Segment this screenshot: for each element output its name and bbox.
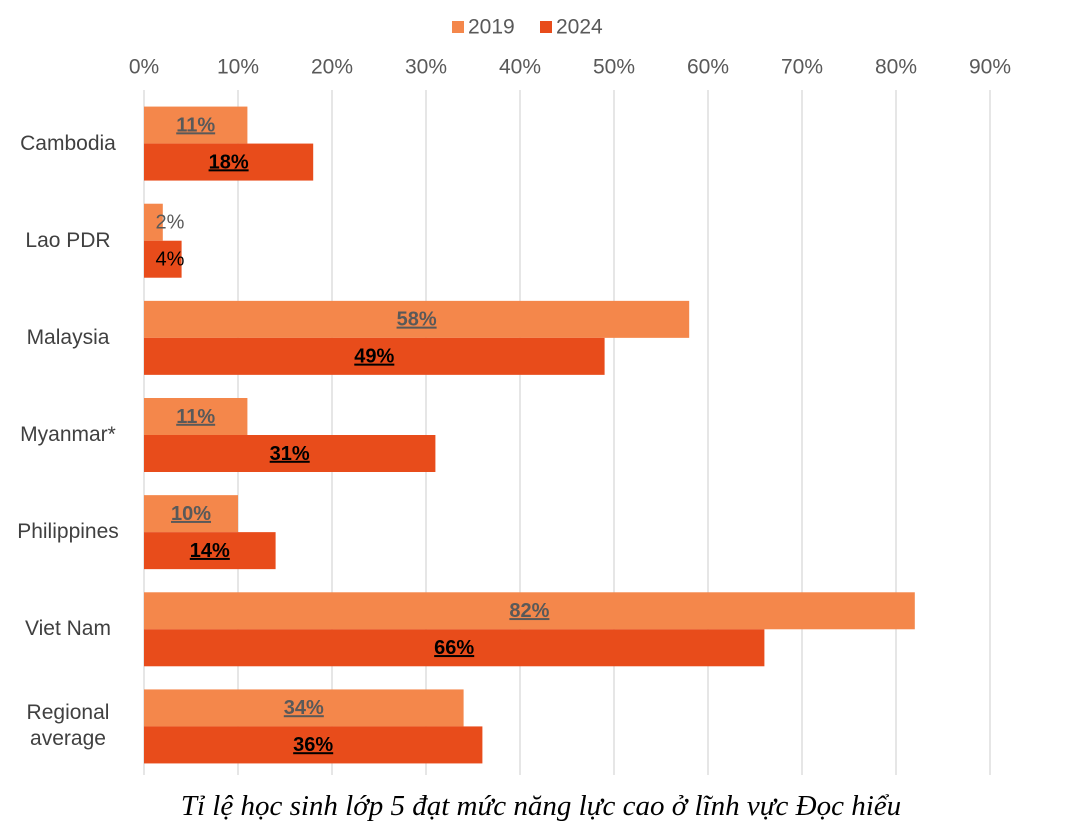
data-label: 11% xyxy=(176,114,215,136)
y-tick-label: Philippines xyxy=(17,520,119,544)
legend-swatch xyxy=(540,21,552,33)
bar xyxy=(144,689,464,727)
data-label: 14% xyxy=(190,540,230,562)
y-tick-label: Viet Nam xyxy=(25,617,111,641)
data-label: 36% xyxy=(293,734,333,756)
data-label: 10% xyxy=(171,503,211,525)
bar xyxy=(144,726,483,764)
y-tick-label: Malaysia xyxy=(26,325,110,349)
bar xyxy=(144,398,248,435)
data-label: 11% xyxy=(176,406,215,428)
bar xyxy=(144,106,248,144)
bar xyxy=(144,300,690,338)
legend-label: 2024 xyxy=(556,16,603,39)
x-tick-label: 30% xyxy=(405,56,447,79)
bar xyxy=(144,495,238,533)
bar xyxy=(144,203,163,241)
legend-swatch xyxy=(452,21,464,33)
y-tick-label: Myanmar* xyxy=(20,423,116,446)
data-label: 82% xyxy=(509,600,549,622)
x-tick-label: 70% xyxy=(781,56,823,79)
data-label: 58% xyxy=(397,309,437,331)
y-tick-label: Regional average xyxy=(26,701,110,751)
x-tick-label: 60% xyxy=(687,56,729,79)
bar xyxy=(144,240,182,278)
legend-label: 2019 xyxy=(468,16,515,39)
data-label: 4% xyxy=(156,248,185,270)
x-tick-label: 10% xyxy=(217,56,259,79)
caption: Tỉ lệ học sinh lớp 5 đạt mức năng lực ca… xyxy=(180,790,902,822)
bar xyxy=(144,143,314,181)
data-label: 18% xyxy=(209,151,249,173)
x-tick-label: 0% xyxy=(129,56,159,79)
data-label: 31% xyxy=(270,443,310,465)
data-label: 66% xyxy=(434,637,474,659)
data-label: 34% xyxy=(284,697,324,719)
bar xyxy=(144,435,436,472)
x-tick-label: 90% xyxy=(969,56,1011,79)
y-tick-label: Cambodia xyxy=(20,131,116,155)
bar xyxy=(144,532,276,570)
bar xyxy=(144,592,915,630)
x-tick-label: 50% xyxy=(593,56,635,79)
x-tick-label: 40% xyxy=(499,56,541,79)
x-tick-label: 20% xyxy=(311,56,353,79)
data-label: 49% xyxy=(354,346,394,368)
data-label: 2% xyxy=(156,211,185,233)
bar xyxy=(144,337,605,375)
x-tick-label: 80% xyxy=(875,56,917,79)
bar xyxy=(144,629,765,667)
y-tick-label: Lao PDR xyxy=(25,228,111,252)
